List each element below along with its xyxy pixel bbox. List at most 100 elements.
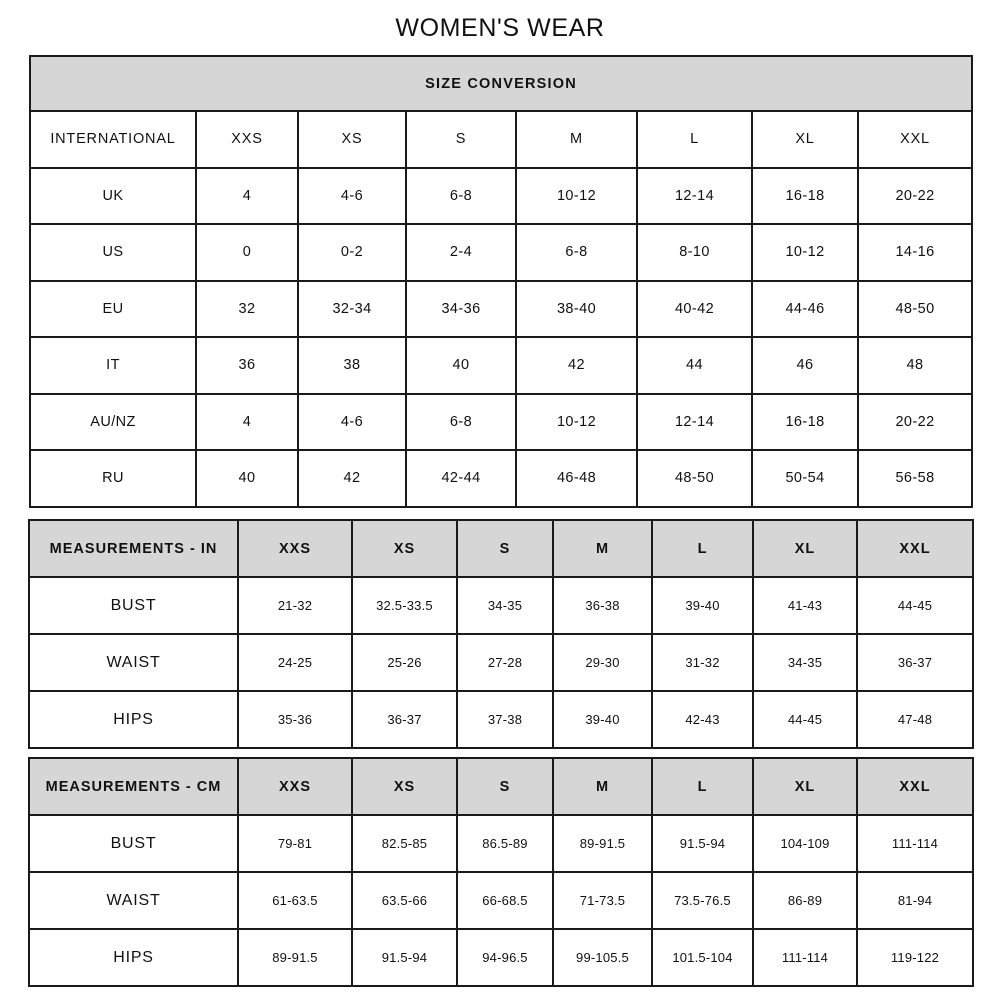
column-header-measurements-cm: MEASUREMENTS - CM [28,757,239,816]
table-cell: 48-50 [636,449,753,508]
table-cell: 10-12 [515,166,638,225]
table-cell: 4-6 [297,166,407,225]
size-conversion-banner: SIZE CONVERSION [29,55,973,112]
table-cell: 4 [195,166,299,225]
measurements-cm-section: MEASUREMENTS - CM XXS XS S M L XL XXL BU… [28,757,974,987]
table-cell: 34-35 [456,576,554,635]
table-cell: 39-40 [552,690,653,749]
table-row: WAIST 61-63.5 63.5-66 66-68.5 71-73.5 73… [28,871,974,930]
size-conversion-header-row: INTERNATIONAL XXS XS S M L XL XXL [29,110,973,169]
table-cell: 82.5-85 [351,814,458,873]
table-cell: 34-36 [405,279,517,338]
table-cell: 79-81 [237,814,353,873]
table-cell: 66-68.5 [456,871,554,930]
table-cell: 44-46 [751,279,859,338]
table-cell: 21-32 [237,576,353,635]
table-cell: 73.5-76.5 [651,871,754,930]
column-header-xxs: XXS [237,757,353,816]
column-header-xs: XS [351,519,458,578]
table-cell: 38 [297,336,407,395]
measurements-cm-table: MEASUREMENTS - CM XXS XS S M L XL XXL BU… [28,757,974,987]
table-cell: 29-30 [552,633,653,692]
table-cell: 42-43 [651,690,754,749]
table-cell: 8-10 [636,223,753,282]
table-cell: 37-38 [456,690,554,749]
row-label: RU [29,449,197,508]
table-cell: 32-34 [297,279,407,338]
row-label: WAIST [28,633,239,692]
size-conversion-section: SIZE CONVERSION INTERNATIONAL XXS XS S M… [29,55,973,508]
table-cell: 111-114 [752,928,858,987]
table-cell: 89-91.5 [552,814,653,873]
table-cell: 14-16 [857,223,973,282]
table-row: BUST 79-81 82.5-85 86.5-89 89-91.5 91.5-… [28,814,974,873]
table-cell: 48-50 [857,279,973,338]
table-row: RU 40 42 42-44 46-48 48-50 50-54 56-58 [29,449,973,508]
row-label: BUST [28,814,239,873]
table-cell: 20-22 [857,166,973,225]
table-cell: 12-14 [636,392,753,451]
column-header-measurements-in: MEASUREMENTS - IN [28,519,239,578]
table-cell: 31-32 [651,633,754,692]
table-cell: 6-8 [405,392,517,451]
table-row: HIPS 35-36 36-37 37-38 39-40 42-43 44-45… [28,690,974,749]
column-header-s: S [456,519,554,578]
measurements-in-body: BUST 21-32 32.5-33.5 34-35 36-38 39-40 4… [28,576,974,749]
table-cell: 44-45 [856,576,974,635]
measurements-in-header-row: MEASUREMENTS - IN XXS XS S M L XL XXL [28,519,974,578]
table-cell: 56-58 [857,449,973,508]
row-label: WAIST [28,871,239,930]
table-cell: 24-25 [237,633,353,692]
table-cell: 36-38 [552,576,653,635]
table-cell: 35-36 [237,690,353,749]
column-header-m: M [515,110,638,169]
table-cell: 32.5-33.5 [351,576,458,635]
column-header-xl: XL [751,110,859,169]
table-cell: 86.5-89 [456,814,554,873]
table-row: EU 32 32-34 34-36 38-40 40-42 44-46 48-5… [29,279,973,338]
column-header-xl: XL [752,757,858,816]
table-cell: 44 [636,336,753,395]
table-cell: 4-6 [297,392,407,451]
table-cell: 91.5-94 [651,814,754,873]
table-cell: 47-48 [856,690,974,749]
column-header-xs: XS [351,757,458,816]
table-cell: 34-35 [752,633,858,692]
table-cell: 20-22 [857,392,973,451]
table-row: HIPS 89-91.5 91.5-94 94-96.5 99-105.5 10… [28,928,974,987]
row-label: IT [29,336,197,395]
table-cell: 32 [195,279,299,338]
table-row: UK 4 4-6 6-8 10-12 12-14 16-18 20-22 [29,166,973,225]
column-header-xxs: XXS [237,519,353,578]
column-header-l: L [651,519,754,578]
table-cell: 36 [195,336,299,395]
column-header-xl: XL [752,519,858,578]
column-header-s: S [405,110,517,169]
column-header-m: M [552,519,653,578]
table-cell: 42 [515,336,638,395]
table-cell: 63.5-66 [351,871,458,930]
table-cell: 44-45 [752,690,858,749]
table-row: IT 36 38 40 42 44 46 48 [29,336,973,395]
table-cell: 0 [195,223,299,282]
table-cell: 71-73.5 [552,871,653,930]
table-row: US 0 0-2 2-4 6-8 8-10 10-12 14-16 [29,223,973,282]
table-cell: 40 [405,336,517,395]
column-header-l: L [636,110,753,169]
column-header-l: L [651,757,754,816]
table-cell: 48 [857,336,973,395]
table-row: AU/NZ 4 4-6 6-8 10-12 12-14 16-18 20-22 [29,392,973,451]
page-title: WOMEN'S WEAR [395,14,605,42]
row-label: UK [29,166,197,225]
table-cell: 42 [297,449,407,508]
row-label: HIPS [28,690,239,749]
table-cell: 39-40 [651,576,754,635]
row-label: AU/NZ [29,392,197,451]
column-header-xxs: XXS [195,110,299,169]
table-cell: 4 [195,392,299,451]
table-cell: 101.5-104 [651,928,754,987]
table-cell: 94-96.5 [456,928,554,987]
table-cell: 42-44 [405,449,517,508]
column-header-m: M [552,757,653,816]
